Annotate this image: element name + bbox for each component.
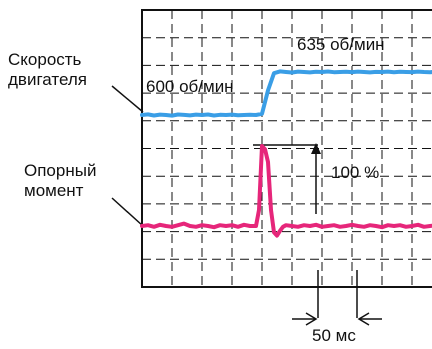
time-arrow-right-head — [357, 312, 370, 326]
speed-series-label: Скорость двигателя — [8, 50, 87, 89]
torque-leader-line — [111, 197, 144, 227]
torque-amplitude-arrowhead — [311, 143, 321, 154]
speed-leader-line — [111, 85, 144, 113]
time-span-label: 50 мс — [312, 326, 356, 345]
annotations — [111, 85, 382, 326]
time-arrow-left-head — [305, 312, 318, 326]
series-group — [140, 69, 432, 238]
torque-series-label-line-2: момент — [24, 181, 84, 200]
speed-series-label-line-1: Скорость — [8, 50, 82, 69]
speed-series-label-line-2: двигателя — [8, 70, 87, 89]
grid — [142, 10, 432, 287]
chart-labels: Скорость двигателя 600 об/мин 635 об/мин… — [8, 35, 385, 345]
torque-series-label: Опорный момент — [24, 161, 101, 200]
series-line-engine-speed — [140, 69, 432, 118]
speed-before-label: 600 об/мин — [146, 77, 234, 96]
torque-series-label-line-1: Опорный — [24, 161, 96, 180]
series-line-reference-torque — [140, 144, 432, 238]
speed-after-label: 635 об/мин — [297, 35, 385, 54]
plot-frame — [141, 9, 432, 288]
torque-peak-label: 100 % — [331, 163, 379, 182]
